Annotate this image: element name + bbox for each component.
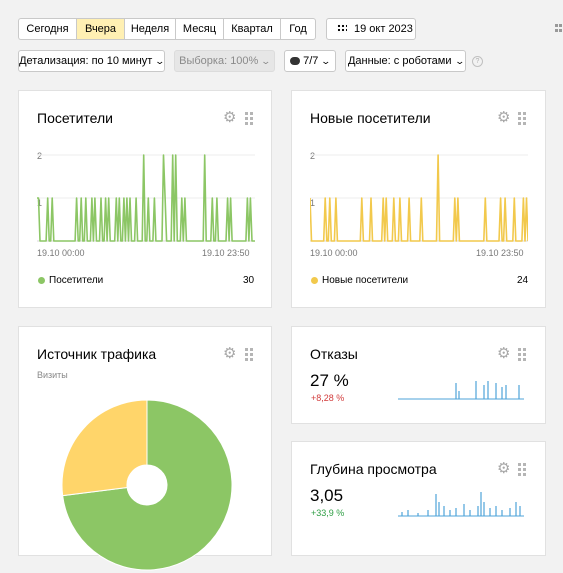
data-dropdown[interactable]: Данные: с роботами ⌄ (345, 50, 466, 72)
widget-title: Глубина просмотра (310, 461, 437, 477)
widget-title: Источник трафика (37, 346, 157, 362)
traffic-source-widget: Источник трафика ⚙ Визиты (18, 326, 272, 571)
traffic-pie-chart (61, 399, 233, 571)
x-tick-end: 19.10 23:50 (476, 248, 524, 258)
date-picker-button[interactable]: 19 окт 2023 (326, 18, 416, 40)
period-year[interactable]: Год (280, 18, 316, 40)
chevron-down-icon: ⌄ (154, 56, 166, 66)
new-visitors-widget: Новые посетители ⚙ 2 1 19.10 00:00 19.10… (291, 90, 546, 308)
widget-subtitle: Визиты (37, 370, 68, 380)
pie-slice (61, 399, 148, 497)
question-circle-icon[interactable]: ? (472, 56, 483, 67)
drag-handle-icon[interactable] (245, 348, 253, 361)
sample-label: Выборка: 100% (179, 55, 259, 67)
bounce-widget: Отказы ⚙ 27 % +8,28 % (291, 326, 546, 424)
period-quarter[interactable]: Квартал (223, 18, 280, 40)
gear-icon[interactable]: ⚙ (497, 460, 511, 477)
visitors-line-chart (37, 154, 255, 242)
period-month[interactable]: Месяц (175, 18, 223, 40)
drag-handle-icon[interactable] (245, 112, 253, 125)
y-tick: 2 (310, 151, 316, 161)
depth-sparkline (398, 492, 524, 517)
drag-handle-icon[interactable] (518, 348, 526, 361)
period-yesterday[interactable]: Вчера (76, 18, 124, 40)
chevron-down-icon: ⌄ (453, 56, 465, 66)
gear-icon[interactable]: ⚙ (223, 345, 237, 362)
series-line (310, 154, 528, 242)
depth-widget: Глубина просмотра ⚙ 3,05 +33,9 % (291, 441, 546, 556)
series-line (37, 154, 255, 242)
widget-title: Посетители (37, 110, 113, 126)
chevron-down-icon: ⌄ (260, 56, 272, 66)
gear-icon[interactable]: ⚙ (497, 109, 511, 126)
x-tick-end: 19.10 23:50 (202, 248, 250, 258)
y-tick: 1 (37, 198, 43, 208)
more-icon[interactable] (547, 22, 563, 36)
legend-dot (311, 277, 318, 284)
drag-handle-icon[interactable] (518, 112, 526, 125)
legend-label: Посетители (49, 275, 104, 286)
x-tick-start: 19.10 00:00 (37, 248, 85, 258)
bounce-sparkline (398, 381, 524, 400)
y-tick: 2 (37, 151, 43, 161)
widget-title: Отказы (310, 346, 358, 362)
gear-icon[interactable]: ⚙ (223, 109, 237, 126)
comment-icon (290, 57, 301, 65)
segments-label: 7/7 (303, 55, 319, 67)
legend-dot (38, 277, 45, 284)
y-tick: 1 (310, 198, 316, 208)
x-tick-start: 19.10 00:00 (310, 248, 358, 258)
widget-title: Новые посетители (310, 110, 431, 126)
period-week[interactable]: Неделя (124, 18, 175, 40)
legend-total: 30 (243, 275, 255, 286)
metric-value: 3,05 (310, 486, 344, 505)
sample-dropdown: Выборка: 100% ⌄ (174, 50, 275, 72)
metric-delta: +8,28 % (311, 393, 345, 403)
new-visitors-line-chart (310, 154, 528, 242)
detail-label: Детализация: по 10 минут (19, 55, 153, 67)
chevron-down-icon: ⌄ (320, 56, 332, 66)
visitors-widget: Посетители ⚙ 2 1 19.10 00:00 19.10 23:50… (18, 90, 272, 308)
legend-total: 24 (517, 275, 529, 286)
calendar-icon (337, 24, 347, 33)
data-label: Данные: с роботами (347, 55, 452, 67)
drag-handle-icon[interactable] (518, 463, 526, 476)
metric-delta: +33,9 % (311, 508, 345, 518)
date-label: 19 окт 2023 (354, 23, 413, 35)
detail-dropdown[interactable]: Детализация: по 10 минут ⌄ (18, 50, 165, 72)
period-today[interactable]: Сегодня (18, 18, 76, 40)
metric-value: 27 % (310, 371, 349, 390)
gear-icon[interactable]: ⚙ (497, 345, 511, 362)
segments-dropdown[interactable]: 7/7 ⌄ (284, 50, 336, 72)
legend-label: Новые посетители (322, 275, 409, 286)
